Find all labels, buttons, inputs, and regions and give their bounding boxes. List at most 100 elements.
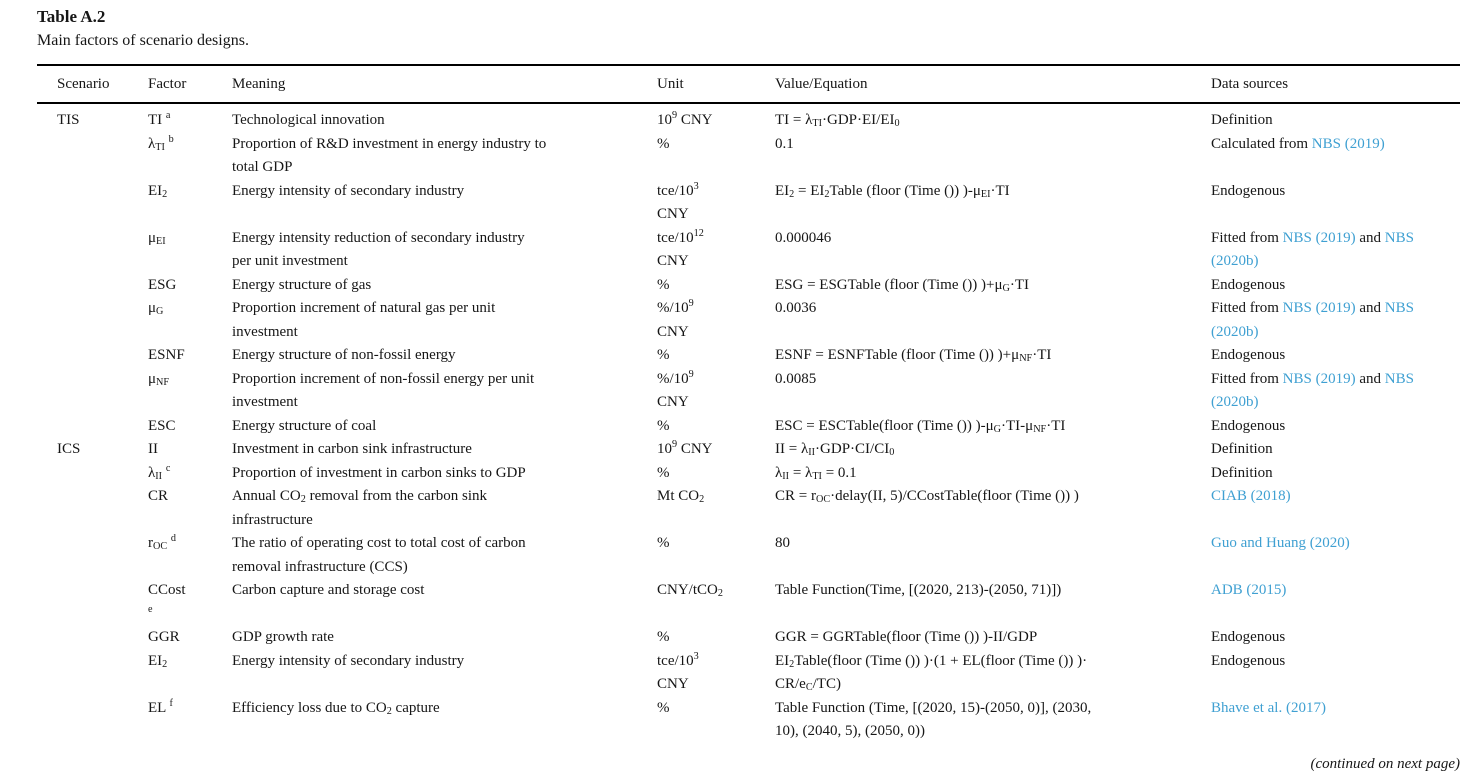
meaning-cell: Energy intensity of secondary industry bbox=[232, 182, 465, 199]
table-row: ESNF Energy structure of non-fossil energ… bbox=[37, 344, 1460, 368]
value-equation-cell: 0.1 bbox=[775, 135, 794, 152]
citation-link[interactable]: Guo and Huang (2020) bbox=[1211, 535, 1350, 551]
value-equation-cell: ESNF = ESNFTable (floor (Time ()) )+μNF·… bbox=[775, 347, 1052, 365]
meaning-cell: Proportion of investment in carbon sinks… bbox=[232, 464, 526, 481]
data-source-cell: Definition bbox=[1211, 462, 1460, 486]
citation-link[interactable]: NBS (2019) bbox=[1282, 229, 1356, 246]
value-equation-cell: II = λII·GDP·CI/CI0 bbox=[775, 441, 895, 459]
value-equation-cell: ESC = ESCTable(floor (Time ()) )-μG·TI-μ… bbox=[775, 417, 1066, 435]
source-text: Definition bbox=[1211, 464, 1273, 481]
factor-cell: CR bbox=[148, 488, 169, 504]
factor-cell: μNF bbox=[148, 370, 170, 388]
value-equation-cell: ESG = ESGTable (floor (Time ()) )+μG·TI bbox=[775, 276, 1030, 294]
unit-cell: % bbox=[657, 629, 670, 645]
source-text: Endogenous bbox=[1211, 182, 1286, 199]
value-equation-cell: GGR = GGRTable(floor (Time ()) )-II/GDP bbox=[775, 629, 1038, 645]
source-text: and bbox=[1355, 229, 1385, 246]
meaning-cell: Energy intensity of secondary industry bbox=[232, 652, 465, 669]
scenario-cell: TIS bbox=[57, 112, 80, 128]
scenario-cell bbox=[57, 274, 148, 298]
unit-cell: %/109 CNY bbox=[657, 298, 694, 340]
citation-link[interactable]: Bhave et al. (2017) bbox=[1211, 699, 1326, 716]
table-description: Main factors of scenario designs. bbox=[37, 32, 249, 49]
value-equation-cell: 0.000046 bbox=[775, 229, 832, 246]
factor-cell: λTI b bbox=[148, 133, 174, 153]
meaning-cell: Efficiency loss due to CO2 capture bbox=[232, 699, 440, 717]
data-source-cell: Endogenous bbox=[1211, 626, 1460, 650]
unit-cell: % bbox=[657, 347, 670, 363]
table-row: λII c Proportion of investment in carbon … bbox=[37, 462, 1460, 486]
meaning-cell: Carbon capture and storage cost bbox=[232, 582, 425, 598]
table-row: EI2 Energy intensity of secondary industr… bbox=[37, 650, 1460, 697]
unit-cell: 109 CNY bbox=[657, 110, 713, 128]
scenario-cell bbox=[57, 133, 148, 180]
unit-cell: % bbox=[657, 417, 670, 434]
unit-cell: Mt CO2 bbox=[657, 488, 705, 506]
data-source-cell: Calculated from NBS (2019) bbox=[1211, 133, 1460, 180]
data-source-cell: Guo and Huang (2020) bbox=[1211, 532, 1460, 579]
table-header-row: Scenario Factor Meaning Unit Value/Equat… bbox=[37, 66, 1460, 104]
data-source-cell: Endogenous bbox=[1211, 344, 1460, 368]
source-text: Endogenous bbox=[1211, 347, 1286, 363]
data-source-cell: CIAB (2018) bbox=[1211, 485, 1460, 532]
factor-cell: EI2 bbox=[148, 652, 168, 670]
factor-cell: II bbox=[148, 441, 158, 457]
table-row: μNF Proportion increment of non-fossil en… bbox=[37, 368, 1460, 415]
scenario-cell: ICS bbox=[57, 441, 81, 457]
scenario-cell bbox=[57, 579, 148, 626]
column-header-factor: Factor bbox=[148, 76, 187, 92]
table-body: TIS TI a Technological innovation 109 CNY TI… bbox=[37, 104, 1460, 752]
source-text: Fitted from bbox=[1211, 300, 1283, 316]
factor-cell: μG bbox=[148, 300, 164, 318]
unit-cell: % bbox=[657, 276, 670, 293]
citation-link[interactable]: NBS (2020b) bbox=[1211, 229, 1414, 270]
data-source-cell: Definition bbox=[1211, 109, 1460, 133]
meaning-cell: Proportion increment of natural gas per … bbox=[232, 300, 496, 340]
table-row: CR Annual CO2 removal from the carbon sin… bbox=[37, 485, 1460, 532]
factor-cell: λII c bbox=[148, 462, 171, 482]
meaning-cell: Technological innovation bbox=[232, 112, 385, 128]
scenario-cell bbox=[57, 697, 148, 744]
factor-cell: EI2 bbox=[148, 182, 168, 200]
table-caption: Table A.2 Main factors of scenario desig… bbox=[37, 6, 1460, 52]
source-text: Fitted from bbox=[1211, 229, 1283, 246]
table-row: EL f Efficiency loss due to CO2 capture% T… bbox=[37, 697, 1460, 744]
citation-link[interactable]: ADB (2015) bbox=[1211, 582, 1287, 598]
source-text: Endogenous bbox=[1211, 652, 1286, 669]
data-source-cell: Endogenous bbox=[1211, 650, 1460, 697]
source-text: Endogenous bbox=[1211, 629, 1286, 645]
value-equation-cell: 0.0036 bbox=[775, 300, 817, 316]
factor-cell: rOC d bbox=[148, 533, 176, 553]
citation-link[interactable]: NBS (2019) bbox=[1311, 135, 1385, 152]
factor-cell: ESC bbox=[148, 417, 176, 434]
citation-link[interactable]: CIAB (2018) bbox=[1211, 488, 1291, 504]
meaning-cell: Energy structure of coal bbox=[232, 417, 377, 434]
column-header-scenario: Scenario bbox=[57, 76, 110, 92]
table-row: rOC d The ratio of operating cost to tota… bbox=[37, 532, 1460, 579]
table-row: μEI Energy intensity reduction of seconda… bbox=[37, 227, 1460, 274]
factor-cell: CCost e bbox=[148, 582, 186, 615]
data-source-cell: Endogenous bbox=[1211, 274, 1460, 298]
table-row: μG Proportion increment of natural gas pe… bbox=[37, 297, 1460, 344]
citation-link[interactable]: NBS (2020b) bbox=[1211, 300, 1414, 340]
citation-link[interactable]: NBS (2019) bbox=[1282, 300, 1356, 316]
source-text: Definition bbox=[1211, 441, 1273, 457]
citation-link[interactable]: NBS (2020b) bbox=[1211, 370, 1414, 411]
value-equation-cell: Table Function(Time, [(2020, 213)-(2050,… bbox=[775, 582, 1062, 598]
factor-cell: μEI bbox=[148, 229, 166, 247]
meaning-cell: Proportion increment of non-fossil energ… bbox=[232, 370, 535, 411]
factor-cell: ESG bbox=[148, 276, 177, 293]
data-source-cell: Fitted from NBS (2019) and NBS (2020b) bbox=[1211, 297, 1460, 344]
scenario-cell bbox=[57, 650, 148, 697]
table-row: CCost e Carbon capture and storage cost CNY… bbox=[37, 579, 1460, 626]
factor-cell: EL f bbox=[148, 697, 173, 716]
meaning-cell: GDP growth rate bbox=[232, 629, 334, 645]
continued-note: (continued on next page) bbox=[1310, 755, 1460, 772]
unit-cell: % bbox=[657, 699, 670, 716]
meaning-cell: Energy structure of gas bbox=[232, 276, 372, 293]
source-text: Calculated from bbox=[1211, 135, 1312, 152]
unit-cell: % bbox=[657, 464, 670, 481]
citation-link[interactable]: NBS (2019) bbox=[1282, 370, 1356, 387]
scenario-cell bbox=[57, 532, 148, 579]
